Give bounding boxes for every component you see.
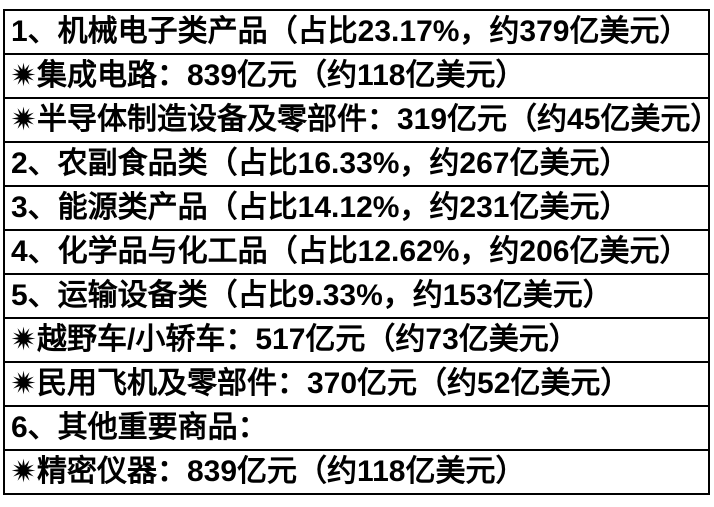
category-cell: 4、化学品与化工品（占比12.62%，约206亿美元） bbox=[3, 229, 710, 275]
category-cell: 5、运输设备类（占比9.33%，约153亿美元） bbox=[3, 273, 710, 319]
table-row: 3、能源类产品（占比14.12%，约231亿美元） bbox=[3, 185, 710, 231]
category-cell: 1、机械电子类产品（占比23.17%，约379亿美元） bbox=[3, 9, 710, 55]
row-text: 半导体制造设备及零部件：319亿元（约45亿美元） bbox=[37, 103, 709, 136]
table-row: 4、化学品与化工品（占比12.62%，约206亿美元） bbox=[3, 229, 710, 275]
sub-item-cell: 精密仪器：839亿元（约118亿美元） bbox=[3, 449, 710, 495]
starburst-icon bbox=[11, 370, 36, 395]
table-row: 民用飞机及零部件：370亿元（约52亿美元） bbox=[3, 361, 710, 407]
row-text: 集成电路：839亿元（约118亿美元） bbox=[37, 59, 526, 92]
row-text: 越野车/小轿车：517亿元（约73亿美元） bbox=[37, 323, 579, 356]
row-text: 2、农副食品类（占比16.33%，约267亿美元） bbox=[11, 147, 630, 180]
table-row: 2、农副食品类（占比16.33%，约267亿美元） bbox=[3, 141, 710, 187]
table-row: 精密仪器：839亿元（约118亿美元） bbox=[3, 449, 710, 495]
table-row: 1、机械电子类产品（占比23.17%，约379亿美元） bbox=[3, 9, 710, 55]
row-text: 4、化学品与化工品（占比12.62%，约206亿美元） bbox=[11, 235, 690, 268]
row-text: 5、运输设备类（占比9.33%，约153亿美元） bbox=[11, 279, 613, 312]
starburst-icon bbox=[11, 326, 36, 351]
table-row: 集成电路：839亿元（约118亿美元） bbox=[3, 53, 710, 99]
sub-item-cell: 越野车/小轿车：517亿元（约73亿美元） bbox=[3, 317, 710, 363]
row-text: 6、其他重要商品： bbox=[11, 411, 268, 444]
trade-products-table: 1、机械电子类产品（占比23.17%，约379亿美元） 集成电路：839亿元（约… bbox=[3, 9, 710, 495]
sub-item-cell: 半导体制造设备及零部件：319亿元（约45亿美元） bbox=[3, 97, 710, 143]
starburst-icon bbox=[11, 106, 36, 131]
row-text: 3、能源类产品（占比14.12%，约231亿美元） bbox=[11, 191, 630, 224]
table-row: 半导体制造设备及零部件：319亿元（约45亿美元） bbox=[3, 97, 710, 143]
category-cell: 6、其他重要商品： bbox=[3, 405, 710, 451]
table-row: 越野车/小轿车：517亿元（约73亿美元） bbox=[3, 317, 710, 363]
category-cell: 3、能源类产品（占比14.12%，约231亿美元） bbox=[3, 185, 710, 231]
starburst-icon bbox=[11, 458, 36, 483]
sub-item-cell: 集成电路：839亿元（约118亿美元） bbox=[3, 53, 710, 99]
row-text: 精密仪器：839亿元（约118亿美元） bbox=[37, 455, 526, 488]
sub-item-cell: 民用飞机及零部件：370亿元（约52亿美元） bbox=[3, 361, 710, 407]
row-text: 民用飞机及零部件：370亿元（约52亿美元） bbox=[37, 367, 631, 400]
row-text: 1、机械电子类产品（占比23.17%，约379亿美元） bbox=[11, 15, 690, 48]
category-cell: 2、农副食品类（占比16.33%，约267亿美元） bbox=[3, 141, 710, 187]
starburst-icon bbox=[11, 62, 36, 87]
table-row: 5、运输设备类（占比9.33%，约153亿美元） bbox=[3, 273, 710, 319]
table-row: 6、其他重要商品： bbox=[3, 405, 710, 451]
